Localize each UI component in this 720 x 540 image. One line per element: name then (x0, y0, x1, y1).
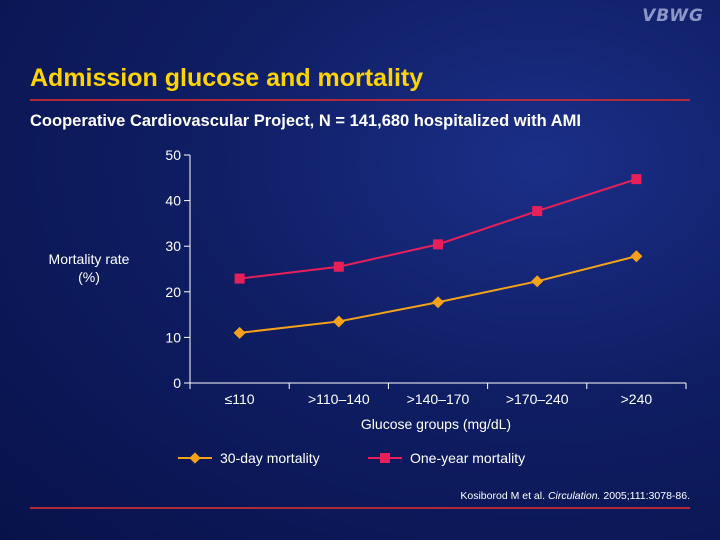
y-tick-label: 40 (165, 193, 181, 209)
chart-series (233, 174, 643, 339)
y-tick-label: 30 (165, 238, 181, 254)
slide-subtitle: Cooperative Cardiovascular Project, N = … (30, 112, 581, 130)
y-tick-label: 50 (165, 147, 181, 163)
data-point-one-year (532, 206, 543, 217)
chart-axes: 0 10 20 30 40 50 ≤110 >110–140 >140–170 >170–240 >… (165, 147, 687, 407)
legend-item-one-year: One-year mortality (368, 448, 525, 468)
slide-title: Admission glucose and mortality (30, 64, 424, 92)
citation-authors: Kosiborod M et al. (460, 490, 546, 502)
data-point-30-day (332, 315, 345, 328)
y-tick-label: 0 (173, 375, 181, 391)
data-point-one-year (631, 174, 642, 185)
data-point-30-day (630, 250, 643, 263)
y-tick-label: 10 (165, 329, 181, 345)
title-divider (30, 99, 690, 101)
x-axis-label: Glucose groups (mg/dL) (360, 416, 512, 432)
data-point-one-year (234, 273, 245, 284)
data-point-30-day (233, 326, 246, 339)
x-tick-label: >110–140 (308, 391, 370, 407)
y-axis-label-line-1: Mortality rate (48, 251, 130, 267)
x-tick-label: >240 (621, 391, 653, 407)
legend-swatch-30-day (178, 450, 212, 466)
x-tick-label: ≤110 (225, 391, 255, 407)
data-point-30-day (432, 296, 444, 309)
data-point-one-year (333, 261, 344, 272)
y-tick-label: 20 (165, 284, 181, 300)
data-point-30-day (531, 275, 544, 288)
x-tick-label: >170–240 (506, 391, 569, 407)
citation: Kosiborod M et al. Circulation. 2005;111… (460, 490, 690, 502)
legend-swatch-one-year (368, 450, 402, 466)
footer-divider (30, 507, 690, 509)
series-line-one-year (239, 178, 637, 280)
data-point-one-year (433, 239, 443, 250)
legend-label-one-year: One-year mortality (410, 450, 526, 466)
citation-details: 2005;111:3078-86. (603, 490, 690, 502)
series-line-30-day (239, 255, 637, 334)
legend-item-30-day: 30-day mortality (178, 448, 320, 468)
legend-label-30-day: 30-day mortality (220, 450, 320, 466)
citation-journal: Circulation. (547, 490, 601, 502)
x-tick-label: >140–170 (407, 391, 470, 407)
y-axis-label-line-2: (%) (78, 269, 100, 285)
y-axis-label: Mortality rate (%) (30, 250, 148, 286)
vbwg-logo: VBWG (642, 6, 704, 26)
